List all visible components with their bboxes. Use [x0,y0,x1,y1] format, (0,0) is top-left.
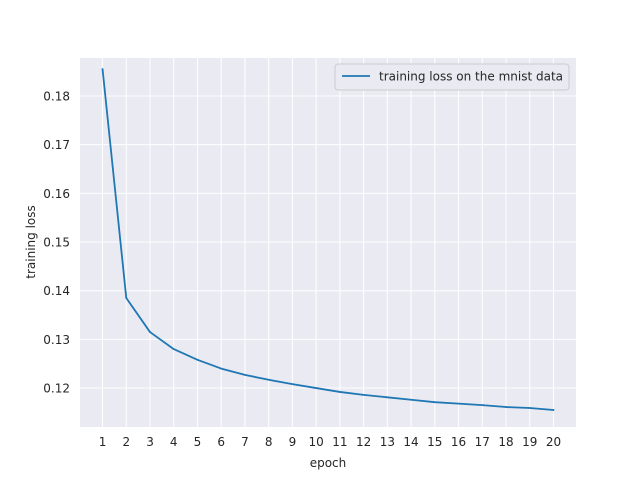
data-point [338,391,341,393]
x-tick-label: 8 [265,435,273,449]
data-point [101,68,104,71]
data-point [410,398,412,401]
data-point [149,331,151,333]
x-tick-label: 17 [475,435,490,449]
data-point [220,367,223,370]
grid [80,58,576,427]
data-point [362,393,365,396]
y-axis-label: training loss [24,205,38,278]
data-point [457,402,460,405]
x-tick-label: 10 [308,435,323,449]
x-tick-label: 3 [146,435,154,449]
x-tick-label: 14 [403,435,418,449]
data-point [386,396,389,399]
x-tick-label: 6 [217,435,225,449]
y-tick-label: 0.15 [43,236,70,250]
y-tick-label: 0.13 [43,333,70,347]
data-point [528,407,531,409]
x-tick-label: 7 [241,435,249,449]
series-line [101,68,555,411]
legend-box [334,63,570,91]
x-tick-label: 13 [380,435,395,449]
series-layer [101,68,555,411]
x-tick-label: 4 [170,435,178,449]
data-point [267,378,270,381]
data-point [315,387,318,389]
data-point [505,406,507,408]
data-point [481,404,484,406]
x-tick-label: 11 [332,435,347,449]
x-tick-label: 5 [194,435,202,449]
data-point [244,374,246,376]
x-tick-label: 12 [356,435,371,449]
y-tick-label: 0.17 [43,138,70,152]
data-point [552,409,555,411]
x-tick-label: 2 [122,435,130,449]
y-tick-label: 0.12 [43,382,70,396]
legend-label: training loss on the mnist data [379,70,563,84]
data-point [291,383,294,386]
x-tick-labels: 1 2 3 4 5 6 7 8 9 10 11 12 13 14 15 16 17 18 19 20 [99,435,561,449]
data-point [172,348,175,351]
data-point [125,297,128,299]
x-tick-label: 1 [99,435,107,449]
x-tick-label: 15 [427,435,442,449]
legend: training loss on the mnist data [334,63,570,91]
x-tick-label: 9 [289,435,297,449]
x-tick-label: 18 [498,435,513,449]
x-tick-label: 16 [451,435,466,449]
x-tick-label: 19 [522,435,537,449]
data-point [433,401,436,404]
y-tick-label: 0.18 [43,89,70,103]
x-tick-label: 20 [546,435,561,449]
data-point [196,358,199,361]
y-tick-label: 0.16 [43,187,70,201]
x-axis-label: epoch [310,456,347,470]
y-tick-label: 0.14 [43,284,70,298]
y-tick-labels: 0.12 0.13 0.14 0.15 0.16 0.17 0.18 [43,89,70,395]
